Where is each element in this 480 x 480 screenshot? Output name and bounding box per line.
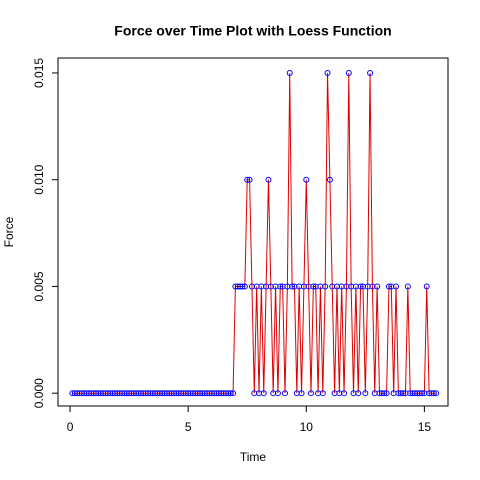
y-axis-label: Force (2, 216, 16, 247)
data-point (289, 283, 296, 290)
data-point (430, 390, 437, 397)
data-point (244, 176, 251, 183)
data-point (303, 176, 310, 183)
data-point (345, 69, 352, 76)
data-point (433, 390, 440, 397)
x-tick-label: 15 (418, 420, 432, 434)
data-point (393, 283, 400, 290)
data-point (357, 283, 364, 290)
data-point (383, 390, 390, 397)
data-point (404, 283, 411, 290)
y-tick-label: 0.015 (32, 58, 46, 88)
y-tick-label: 0.010 (32, 164, 46, 194)
data-point (374, 283, 381, 290)
data-point (341, 390, 348, 397)
data-point (298, 390, 305, 397)
data-point (282, 390, 289, 397)
data-point (400, 390, 407, 397)
data-point (265, 176, 272, 183)
data-point (227, 390, 234, 397)
data-point (277, 283, 284, 290)
data-point (230, 390, 237, 397)
y-tick-label: 0.005 (32, 271, 46, 301)
data-point (423, 283, 430, 290)
data-point (239, 283, 246, 290)
data-line (72, 72, 437, 394)
y-tick-label: 0.000 (32, 378, 46, 408)
data-point (286, 69, 293, 76)
data-point (241, 283, 248, 290)
data-point (274, 390, 281, 397)
data-point (324, 69, 331, 76)
x-axis-label: Time (240, 450, 267, 464)
data-point (310, 283, 317, 290)
data-point (367, 69, 374, 76)
data-point (246, 176, 253, 183)
data-point (381, 390, 388, 397)
data-point (326, 176, 333, 183)
plot-box (57, 57, 449, 407)
data-point (355, 390, 362, 397)
x-tick-label: 5 (185, 420, 192, 434)
x-tick-label: 0 (67, 420, 74, 434)
data-point (260, 390, 267, 397)
data-point (362, 390, 369, 397)
data-point (322, 283, 329, 290)
x-tick-label: 10 (300, 420, 314, 434)
data-point (385, 283, 392, 290)
data-point (419, 390, 426, 397)
data-point (319, 390, 326, 397)
chart-title: Force over Time Plot with Loess Function (114, 23, 391, 39)
data-point (307, 390, 314, 397)
